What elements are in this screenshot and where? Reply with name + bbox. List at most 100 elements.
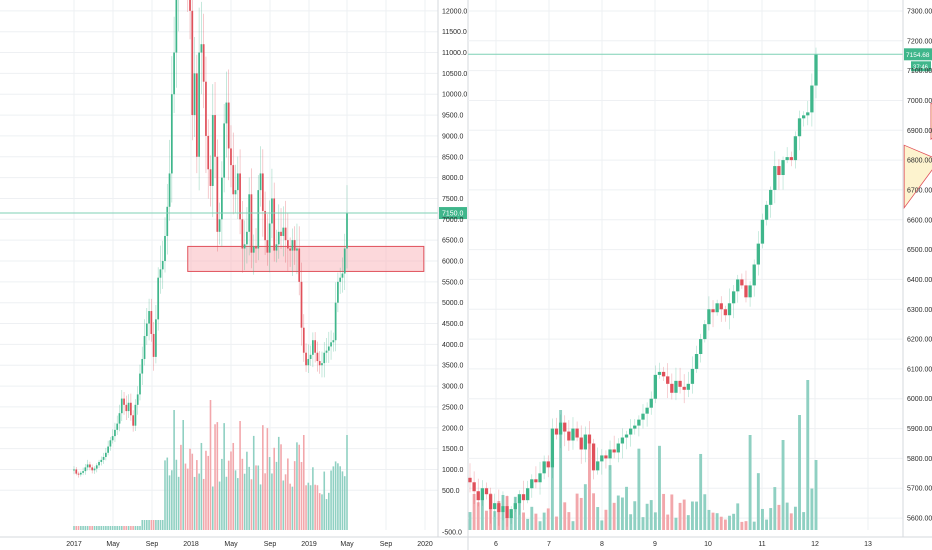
right-candle-body bbox=[534, 479, 538, 483]
left-volume-bar bbox=[164, 460, 166, 530]
left-volume-bar bbox=[334, 461, 337, 530]
left-candle-body bbox=[277, 231, 280, 245]
left-volume-bar bbox=[109, 526, 112, 530]
right-y-tick-label: 7200.00 bbox=[907, 38, 932, 45]
right-volume-bar bbox=[806, 380, 810, 530]
right-candle-body bbox=[493, 503, 497, 510]
left-candle-body bbox=[134, 404, 137, 426]
left-volume-bar bbox=[150, 520, 153, 530]
right-price-axis[interactable]: 5600.00 5700.00 5800.00 5900.00 6000.00 6100.… bbox=[902, 0, 932, 537]
left-y-tick-label: 2000.0 bbox=[442, 425, 464, 432]
right-volume-bar bbox=[814, 460, 818, 530]
right-candle-body bbox=[797, 118, 802, 137]
left-volume-bar bbox=[230, 451, 232, 530]
left-volume-bar bbox=[259, 484, 262, 530]
left-y-tick-label: 9000.0 bbox=[442, 133, 464, 140]
right-y-tick-label: 6500.00 bbox=[907, 247, 932, 254]
right-volume-bar bbox=[472, 493, 476, 530]
right-candle-body bbox=[637, 419, 641, 426]
right-candle-body bbox=[707, 309, 711, 325]
left-candle-body bbox=[193, 73, 196, 116]
left-candle-body bbox=[100, 459, 103, 462]
left-volume-bar bbox=[223, 423, 225, 530]
right-candle-body bbox=[587, 434, 592, 444]
right-volume-bar bbox=[633, 501, 637, 530]
left-candle-body bbox=[141, 358, 144, 374]
right-candle-body bbox=[608, 449, 612, 459]
right-countdown-label: 37:46 bbox=[913, 65, 929, 71]
right-candle-body bbox=[773, 166, 777, 190]
left-volume-bar bbox=[186, 468, 189, 530]
right-volume-bar bbox=[476, 502, 480, 530]
left-time-axis[interactable]: 2017 May Sep 2018 May Sep 2019 May Sep 2020 bbox=[0, 536, 468, 548]
left-last-price-line: 7150.0 bbox=[0, 207, 467, 220]
right-volume-bar bbox=[649, 500, 653, 530]
left-volume-bar bbox=[105, 526, 107, 530]
left-support-zone[interactable] bbox=[187, 245, 425, 272]
left-candle-body bbox=[205, 81, 207, 136]
right-candle-body bbox=[641, 413, 645, 420]
right-volume-bar bbox=[728, 515, 731, 530]
right-chart-panel[interactable]: 7154.68 37:46 5600.00 5700.00 5800.00 5900.0… bbox=[467, 0, 932, 550]
left-volume-bar bbox=[202, 478, 205, 530]
left-candle-body bbox=[93, 468, 96, 471]
left-x-tick-label: Sep bbox=[146, 541, 159, 548]
right-volume-bar bbox=[542, 512, 546, 530]
left-volume-bar bbox=[177, 476, 180, 530]
right-last-price-label: 7154.68 bbox=[906, 52, 930, 59]
left-chart-panel[interactable]: 7150.0 500.0 1000.0 1500.0 2000.0 2500.0 3000… bbox=[0, 0, 468, 548]
right-candle-body bbox=[517, 494, 522, 504]
right-candle-body bbox=[727, 303, 732, 316]
right-volume-bar bbox=[517, 497, 521, 530]
right-volume-bar bbox=[530, 506, 534, 530]
right-candle-body bbox=[501, 506, 505, 513]
right-candle-body bbox=[612, 449, 616, 453]
right-candle-body bbox=[546, 461, 550, 468]
left-volume-bar bbox=[209, 400, 212, 530]
right-candle-body bbox=[600, 455, 604, 462]
left-volume-bar bbox=[193, 476, 196, 530]
left-volume-bar bbox=[339, 466, 341, 530]
left-candle-body bbox=[230, 148, 232, 166]
right-y-tick-label: 7100.00 bbox=[907, 68, 932, 75]
left-volume-bar bbox=[250, 479, 253, 530]
left-candle-body bbox=[145, 323, 148, 337]
left-candle-body bbox=[332, 340, 335, 343]
right-volume-bar bbox=[756, 473, 760, 530]
left-candle-body bbox=[268, 223, 271, 253]
right-candle-body bbox=[488, 494, 493, 510]
left-volume-bar bbox=[175, 459, 178, 530]
right-candle-body bbox=[666, 376, 670, 384]
left-volume-bar bbox=[296, 442, 298, 530]
left-volume-bar bbox=[321, 494, 323, 530]
left-candle-body bbox=[166, 206, 169, 236]
left-y-tick-label: 500.0 bbox=[442, 488, 460, 495]
left-volume-bar bbox=[114, 526, 116, 530]
left-candle-body bbox=[139, 373, 141, 395]
right-candle-body bbox=[686, 383, 690, 390]
left-candle-body bbox=[264, 210, 266, 241]
right-volume-bar bbox=[538, 521, 542, 530]
left-candle-body bbox=[95, 465, 98, 469]
right-time-axis[interactable]: 6 7 8 9 10 11 12 13 bbox=[468, 536, 932, 548]
left-x-tick-label: 2019 bbox=[301, 541, 317, 548]
right-volume-bar bbox=[629, 514, 633, 530]
left-volume-bar bbox=[123, 526, 125, 530]
left-y-tick-label: 3500.0 bbox=[442, 363, 464, 370]
right-candle-body bbox=[690, 368, 695, 384]
left-candle-body bbox=[189, 0, 191, 11]
left-volume-bar bbox=[98, 526, 100, 530]
left-volume-bar bbox=[302, 435, 305, 530]
left-candle-body bbox=[130, 402, 132, 416]
left-y-tick-label: 11000.0 bbox=[442, 50, 467, 57]
right-volume-bar bbox=[559, 410, 563, 530]
right-candle-body bbox=[670, 383, 674, 393]
right-candle-body bbox=[571, 428, 575, 441]
left-candle-body bbox=[107, 446, 109, 453]
left-price-axis[interactable]: 500.0 1000.0 1500.0 2000.0 2500.0 3000.0 3500.… bbox=[437, 0, 467, 537]
right-candle-body bbox=[628, 428, 633, 435]
left-volume-bar bbox=[289, 483, 291, 530]
right-y-tick-label: 6000.00 bbox=[907, 396, 932, 403]
left-candle-body bbox=[252, 246, 255, 253]
right-volume-bar bbox=[604, 509, 608, 530]
